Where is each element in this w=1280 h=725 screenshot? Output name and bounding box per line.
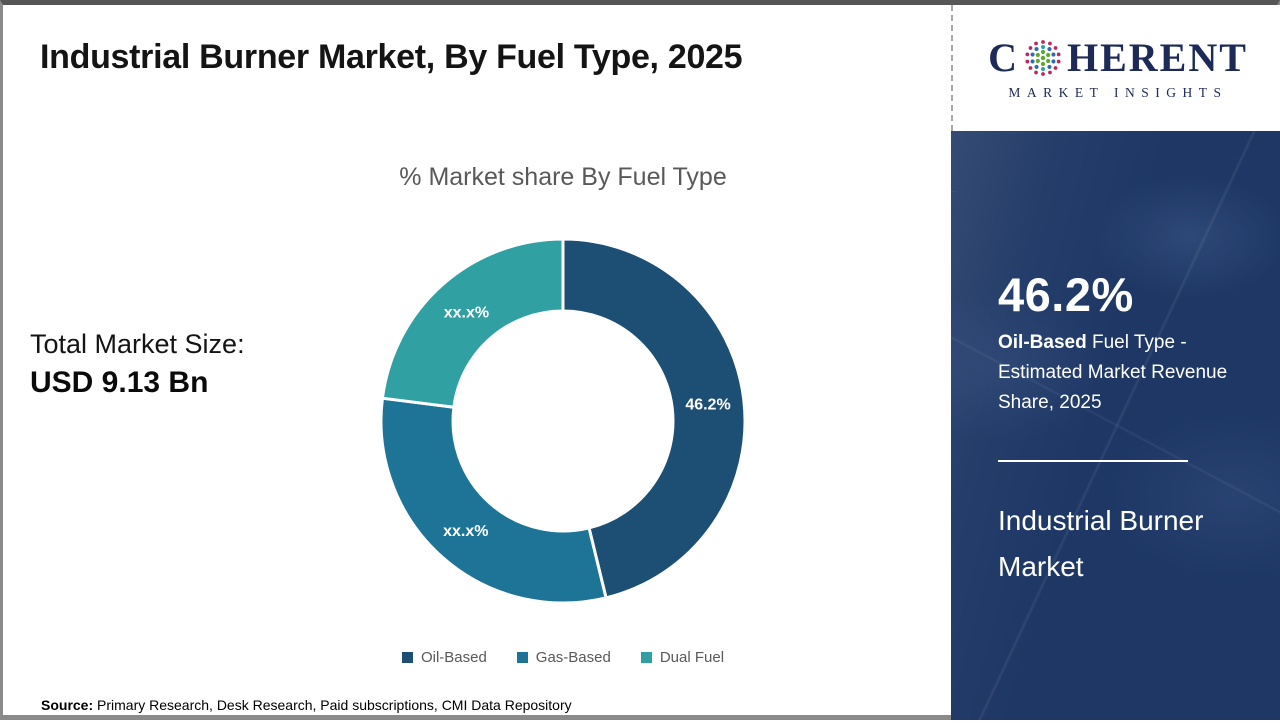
globe-dot <box>1040 66 1046 71</box>
globe-dot <box>1040 44 1046 49</box>
logo-word-rest: HERENT <box>1066 34 1248 80</box>
globe-dot <box>1040 49 1046 54</box>
globe-dot <box>1025 52 1030 56</box>
globe-dot <box>1048 70 1052 74</box>
globe-dot <box>1028 45 1033 50</box>
legend-label: Oil-Based <box>420 649 487 666</box>
globe-dot <box>1034 46 1039 51</box>
globe-dot <box>1030 58 1035 63</box>
donut-chart: 46.2% xx.x% xx.x% <box>379 237 747 605</box>
globe-dot <box>1035 58 1040 63</box>
company-logo: C HERENT <box>988 36 1248 80</box>
page-title: Industrial Burner Market, By Fuel Type, … <box>40 38 743 76</box>
globe-dot <box>1046 52 1051 57</box>
donut-slice-dual-fuel <box>380 237 565 409</box>
slice-data-label: xx.x% <box>443 523 488 540</box>
globe-dot <box>1046 58 1051 63</box>
logo-box: C HERENT MARKET INSIGHTS <box>951 5 1280 131</box>
side-panel-body: 46.2% Oil-Based Fuel Type - Estimated Ma… <box>951 131 1280 720</box>
legend-item-oil-based: Oil-Based <box>401 649 487 666</box>
globe-dot <box>1030 52 1035 57</box>
globe-dot <box>1056 59 1061 63</box>
source-prefix: Source: <box>41 697 94 713</box>
side-panel: C HERENT MARKET INSIGHTS 46.2% Oil-Based… <box>951 5 1280 725</box>
logo-subtitle: MARKET INSIGHTS <box>1008 84 1228 100</box>
legend-swatch <box>640 652 652 663</box>
highlight-stat-value: 46.2% <box>998 268 1134 321</box>
globe-dot <box>1034 41 1038 45</box>
globe-dot <box>1053 65 1058 70</box>
legend-swatch <box>516 652 528 663</box>
total-market-size-label: Total Market Size: <box>30 329 245 359</box>
globe-dot <box>1041 71 1045 76</box>
globe-dot <box>1048 41 1052 45</box>
globe-dot <box>1034 64 1039 69</box>
side-panel-content: 46.2% Oil-Based Fuel Type - Estimated Ma… <box>951 267 1280 590</box>
stat-segment-name: Oil-Based <box>998 332 1087 353</box>
globe-dot <box>1035 52 1040 57</box>
globe-dot <box>1028 65 1033 70</box>
total-market-size-block: Total Market Size: USD 9.13 Bn <box>30 329 245 400</box>
highlight-stat-description: Oil-Based Fuel Type - Estimated Market R… <box>998 328 1230 418</box>
legend-item-gas-based: Gas-Based <box>516 649 611 666</box>
legend-swatch <box>401 652 413 663</box>
total-market-size-value: USD 9.13 Bn <box>30 366 209 399</box>
donut-slice-gas-based <box>379 396 608 605</box>
panel-divider <box>998 460 1188 462</box>
logo-letter-c: C <box>988 34 1019 80</box>
source-line: Source: Primary Research, Desk Research,… <box>41 697 572 713</box>
globe-dot <box>1040 61 1046 66</box>
main-content-area: Industrial Burner Market, By Fuel Type, … <box>3 5 951 715</box>
globe-dot <box>1025 59 1030 63</box>
donut-slice-oil-based <box>561 237 747 600</box>
globe-dot <box>1040 55 1046 60</box>
legend-label: Dual Fuel <box>659 649 725 666</box>
chart-title: % Market share By Fuel Type <box>399 163 727 191</box>
globe-dot <box>1051 58 1056 63</box>
slice-data-label: 46.2% <box>685 397 730 414</box>
globe-dot <box>1056 52 1061 56</box>
globe-dot <box>1047 46 1052 51</box>
globe-dot <box>1053 45 1058 50</box>
dotted-globe-icon <box>1025 39 1061 76</box>
stat-label-rest: Fuel Type - Estimated Market Revenue Sha… <box>998 332 1228 413</box>
panel-report-title: Industrial Burner Market <box>998 505 1204 582</box>
legend-label: Gas-Based <box>535 649 611 666</box>
slice-data-label: xx.x% <box>444 305 489 322</box>
globe-dot <box>1041 39 1045 44</box>
source-text: Primary Research, Desk Research, Paid su… <box>93 697 572 713</box>
globe-dot <box>1047 64 1052 69</box>
globe-dot <box>1034 70 1038 74</box>
globe-dot <box>1051 52 1056 57</box>
chart-legend: Oil-Based Gas-Based Dual Fuel <box>283 649 843 666</box>
legend-item-dual-fuel: Dual Fuel <box>640 649 725 666</box>
